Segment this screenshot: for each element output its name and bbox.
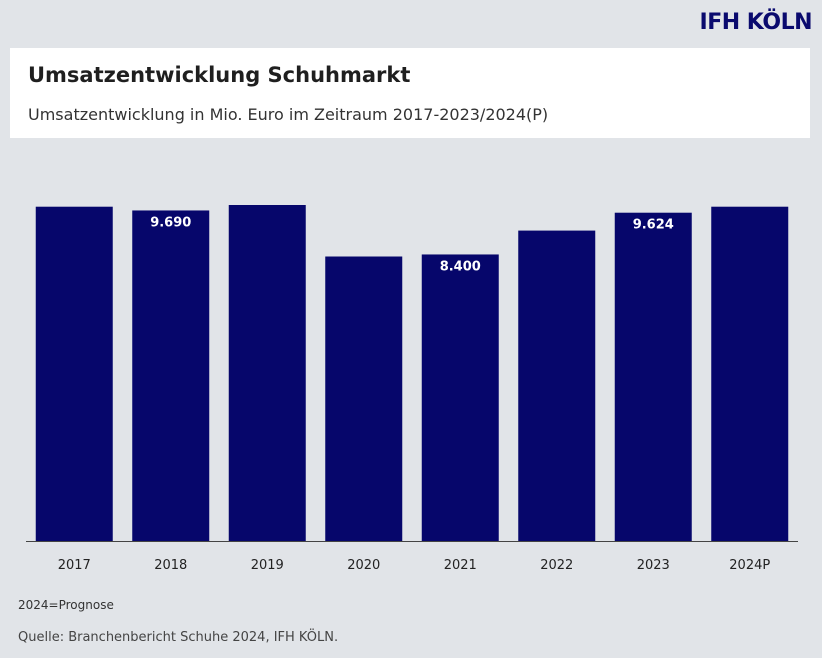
bar-chart: 2017 2018 2019 2020 2021 2022 2023 2024P 9.690 8… [26, 205, 798, 573]
x-tick-2021: 2021 [444, 558, 477, 573]
brand-logo: IFH KÖLN [699, 10, 813, 35]
x-tick-labels: 2017 2018 2019 2020 2021 2022 2023 2024P [58, 558, 771, 573]
bar-2017 [35, 206, 113, 542]
bar-2022 [518, 230, 596, 542]
x-tick-2018: 2018 [154, 558, 187, 573]
bar-2023 [614, 212, 692, 542]
data-label-2021: 8.400 [440, 259, 481, 274]
header-box: Umsatzentwicklung Schuhmarkt Umsatzentwi… [10, 48, 810, 138]
bar-2021 [421, 254, 499, 542]
bar-2018 [132, 210, 210, 541]
chart-subtitle: Umsatzentwicklung in Mio. Euro im Zeitra… [28, 105, 549, 124]
data-labels: 9.690 8.400 9.624 [150, 215, 674, 274]
x-tick-2019: 2019 [251, 558, 284, 573]
x-tick-2024P: 2024P [729, 558, 770, 573]
x-tick-2017: 2017 [58, 558, 91, 573]
x-tick-2022: 2022 [540, 558, 573, 573]
data-label-2023: 9.624 [633, 218, 674, 233]
x-tick-2020: 2020 [347, 558, 380, 573]
source-note: Quelle: Branchenbericht Schuhe 2024, IFH… [18, 630, 339, 645]
bar-2019 [228, 205, 306, 541]
footnote-prognose: 2024=Prognose [18, 598, 114, 612]
bars-group [35, 205, 789, 542]
chart-title: Umsatzentwicklung Schuhmarkt [28, 63, 411, 87]
bar-2020 [325, 256, 403, 541]
x-tick-2023: 2023 [637, 558, 670, 573]
data-label-2018: 9.690 [150, 215, 191, 230]
bar-2024P [711, 206, 789, 542]
